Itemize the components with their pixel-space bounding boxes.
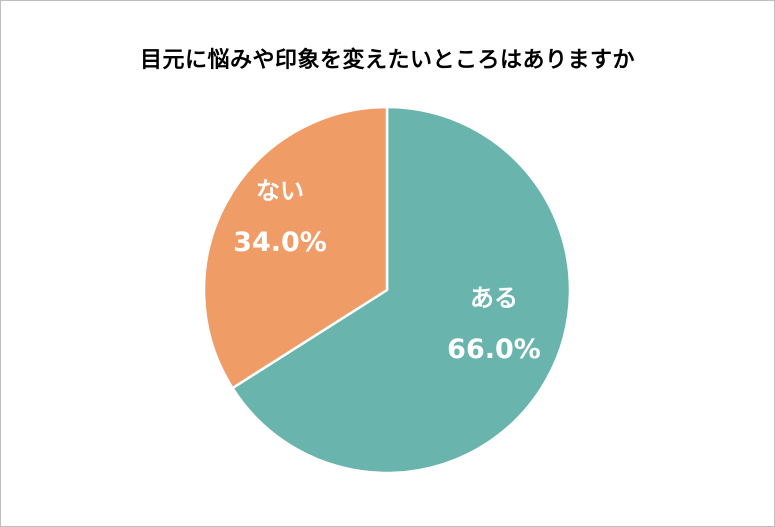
slice-label-yes-group: ある 66.0% — [447, 284, 541, 365]
chart-title: 目元に悩みや印象を変えたいところはありますか — [139, 48, 635, 73]
slice-category-label-no: ない — [256, 177, 304, 205]
slice-category-label-yes: ある — [470, 284, 518, 312]
pie-slice-no — [202, 105, 389, 390]
pie-slice-yes — [231, 105, 572, 475]
slice-value-label-no: 34.0% — [233, 227, 327, 258]
pie-slices — [202, 105, 572, 475]
slice-value-label-yes: 66.0% — [447, 334, 541, 365]
slice-label-no-group: ない 34.0% — [233, 177, 327, 258]
